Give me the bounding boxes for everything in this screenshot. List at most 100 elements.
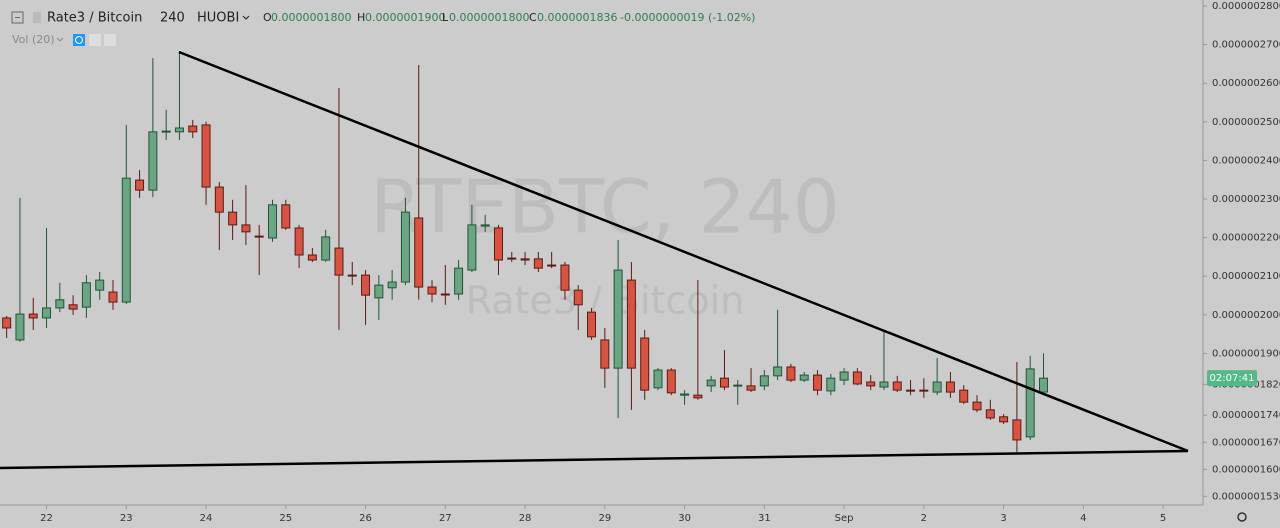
candle-body <box>839 371 849 381</box>
ohlc-change: -0.0000000019 (-1.02%) <box>620 11 755 24</box>
x-tick-label: 5 <box>1160 513 1166 524</box>
x-tick-label: 3 <box>1000 513 1006 524</box>
axes: 0.0000002800 0.0000002700 0.0000002600 0.00… <box>40 1 1280 524</box>
candle-body <box>733 384 743 387</box>
candle-body <box>321 236 331 261</box>
countdown: 02:07:41 <box>1210 373 1255 384</box>
y-tick-label: 0.0000002000 <box>1212 310 1280 321</box>
x-tick-label: 2 <box>921 513 927 524</box>
candle-body <box>813 374 822 391</box>
candle-body <box>42 307 52 319</box>
settings-button[interactable] <box>89 34 101 46</box>
candle-body <box>1012 419 1022 441</box>
candle-body <box>945 381 955 393</box>
x-tick-label: 29 <box>598 513 611 524</box>
y-tick-label: 0.0000002400 <box>1212 155 1280 166</box>
candle-body <box>892 381 902 391</box>
dropdown-chevron <box>242 15 250 20</box>
trend-line <box>0 449 1189 470</box>
candle-body <box>932 381 942 393</box>
ohlc-value: 0.0000001836 <box>537 11 617 24</box>
candle-body <box>161 130 171 133</box>
candle-body <box>268 204 277 239</box>
y-tick-label: 0.0000002300 <box>1212 194 1280 205</box>
x-tick-label: 28 <box>519 513 532 524</box>
candle-body <box>334 247 344 276</box>
candle-body <box>2 317 12 329</box>
candle-body <box>680 393 690 396</box>
candle-body <box>706 379 716 387</box>
candle-body <box>361 274 371 296</box>
interval: 240 <box>160 11 185 26</box>
x-tick-label: 4 <box>1080 513 1086 524</box>
y-tick-label: 0.0000002200 <box>1212 233 1280 244</box>
candle-body <box>95 279 105 291</box>
collapse-button[interactable] <box>11 11 24 24</box>
candle-body <box>613 269 623 369</box>
candle-body <box>68 304 78 310</box>
x-tick-label: 24 <box>200 513 213 524</box>
symbol-title: Rate3 / Bitcoin <box>47 11 142 26</box>
candle-body <box>454 267 464 295</box>
time-axis <box>0 505 1203 528</box>
trend-line <box>178 50 1189 453</box>
candle-body <box>533 258 543 269</box>
candle-body <box>214 186 224 213</box>
candle-body <box>587 311 597 338</box>
candle-body <box>985 409 995 419</box>
candle-body <box>759 375 769 387</box>
symbol-icon <box>33 12 41 23</box>
candle-body <box>81 282 91 308</box>
y-tick-label: 0.0000001600 <box>1212 464 1280 475</box>
y-tick-label: 0.0000002500 <box>1212 117 1280 128</box>
candle-body <box>666 369 676 394</box>
candle-body <box>1038 377 1048 393</box>
candle-body <box>201 124 211 188</box>
candle-body <box>108 291 118 303</box>
candle-body <box>374 284 384 299</box>
watermark-symbol: RTEBTC, 240 <box>370 165 840 251</box>
settings-gear[interactable] <box>1237 512 1247 522</box>
y-tick-label: 0.0000001900 <box>1212 348 1280 359</box>
candle-body <box>1025 368 1035 438</box>
candle-body <box>919 389 929 392</box>
visibility-button[interactable] <box>73 34 85 46</box>
candle-body <box>719 377 729 388</box>
candle-body <box>254 235 264 238</box>
candle-body <box>773 366 783 377</box>
y-tick-label: 0.0000001740 <box>1212 410 1280 421</box>
indicator-label: Vol (20) <box>12 33 55 46</box>
x-tick-label: Sep <box>835 513 854 524</box>
header: Rate3 / Bitcoin 240 HUOBI O 0.0000001800 H… <box>11 11 755 46</box>
visibility-icon <box>75 36 83 44</box>
candle-body <box>600 339 610 369</box>
candle-body <box>188 125 198 133</box>
candle-body <box>467 224 477 271</box>
candle-body <box>959 389 969 403</box>
x-tick-label: 30 <box>678 513 691 524</box>
candle-body <box>653 369 663 389</box>
candle-body <box>440 293 450 296</box>
candle-body <box>879 381 889 388</box>
remove-button[interactable] <box>104 34 116 46</box>
x-tick-label: 22 <box>40 513 53 524</box>
candle-body <box>999 416 1009 423</box>
candle-body <box>852 371 862 385</box>
candle-body <box>866 381 876 387</box>
candle-body <box>693 394 703 399</box>
candle-body <box>294 227 304 256</box>
exchange[interactable]: HUOBI <box>197 11 239 26</box>
watermark-name: Rate3 / Bitcoin <box>466 279 745 323</box>
ohlc-key: L <box>442 11 449 24</box>
candle-body <box>400 211 410 283</box>
candle-body <box>480 224 490 227</box>
y-tick-label: 0.0000002600 <box>1212 78 1280 89</box>
ohlc-value: 0.0000001800 <box>449 11 529 24</box>
y-tick-label: 0.0000002100 <box>1212 271 1280 282</box>
plot-area <box>2 51 1048 452</box>
candle-body <box>520 258 530 261</box>
